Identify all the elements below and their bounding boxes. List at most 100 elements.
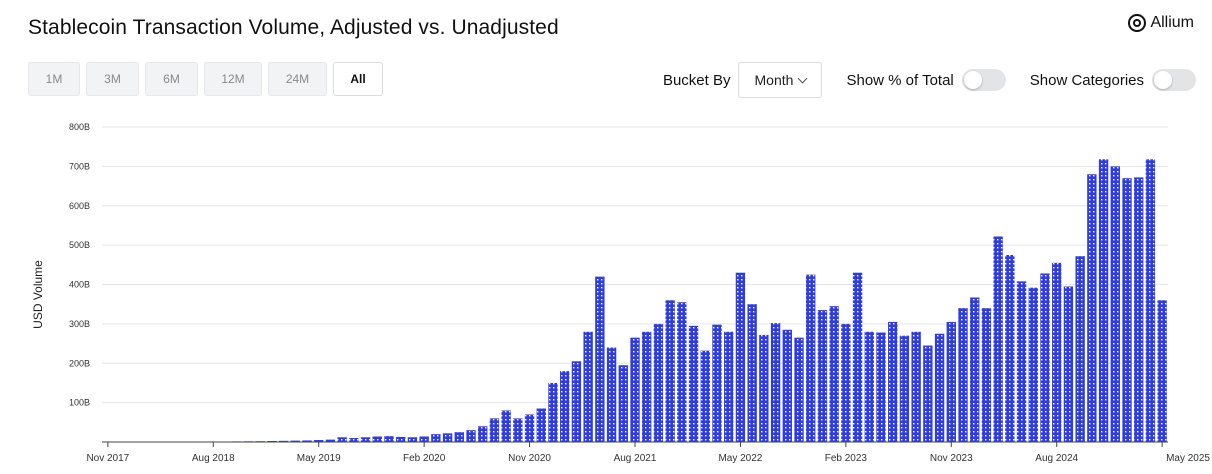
bar[interactable] [946, 321, 956, 442]
bar[interactable] [489, 418, 500, 443]
bar[interactable] [513, 418, 523, 443]
bar[interactable] [290, 440, 300, 442]
bar[interactable] [665, 300, 675, 442]
bar[interactable] [372, 436, 382, 442]
x-tick-label: Nov 2023 [930, 453, 973, 464]
grid-lines [102, 126, 1168, 404]
bar[interactable] [314, 440, 324, 442]
bar[interactable] [735, 272, 746, 442]
bar[interactable] [360, 437, 371, 442]
bar[interactable] [993, 236, 1003, 442]
chevron-down-icon [797, 73, 808, 83]
bar[interactable] [841, 323, 851, 443]
bar[interactable] [677, 302, 687, 442]
bar[interactable] [852, 272, 863, 442]
y-tick-label: 500B [69, 240, 90, 250]
bar[interactable] [923, 345, 933, 442]
bar[interactable] [466, 430, 476, 442]
bar[interactable] [478, 426, 488, 442]
range-button-3m[interactable]: 3M [86, 62, 139, 96]
bucket-select[interactable]: Month [738, 62, 823, 98]
bar[interactable] [548, 382, 558, 442]
bar[interactable] [806, 274, 816, 442]
bar[interactable] [630, 337, 640, 442]
bar[interactable] [595, 276, 605, 443]
range-button-all[interactable]: All [333, 62, 383, 96]
bar[interactable] [524, 414, 535, 442]
bar[interactable] [454, 432, 464, 442]
bar[interactable] [1087, 174, 1097, 442]
bar[interactable] [934, 333, 945, 442]
bar[interactable] [1040, 273, 1050, 442]
bar[interactable] [536, 408, 546, 442]
bar[interactable] [419, 436, 429, 442]
bar[interactable] [899, 335, 910, 442]
bar[interactable] [981, 308, 992, 443]
bucket-by-label: Bucket By [662, 71, 731, 89]
bar[interactable] [1063, 286, 1074, 442]
bar[interactable] [888, 321, 898, 442]
x-axis: Nov 2017 Aug 2018 May 2019 Feb 2020 Nov 2020… [86, 441, 1210, 464]
bar[interactable] [1145, 159, 1156, 442]
range-button-24m[interactable]: 24M [268, 62, 327, 96]
bar[interactable] [396, 436, 406, 442]
show-categories-toggle[interactable] [1152, 69, 1196, 91]
bar[interactable] [759, 334, 769, 442]
bar[interactable] [770, 323, 781, 442]
toggle-knob [1154, 71, 1172, 89]
bar[interactable] [606, 347, 617, 443]
bar[interactable] [817, 310, 828, 442]
bar[interactable] [829, 306, 839, 442]
show-percent-toggle[interactable] [961, 69, 1006, 91]
bar[interactable] [501, 410, 511, 443]
bar[interactable] [794, 337, 804, 442]
bar[interactable] [1122, 178, 1132, 442]
bar[interactable] [724, 331, 734, 442]
bar[interactable] [337, 437, 347, 442]
bar[interactable] [384, 436, 394, 442]
range-button-1m[interactable]: 1M [28, 62, 80, 96]
bar[interactable] [653, 323, 664, 443]
bar[interactable] [431, 434, 441, 443]
bar[interactable] [325, 439, 336, 442]
brand: Allium [1128, 14, 1194, 32]
bar[interactable] [302, 440, 312, 442]
bar[interactable] [442, 433, 453, 442]
range-button-6m[interactable]: 6M [145, 62, 198, 96]
y-axis-ticks: 100B 200B 300B 400B 500B 600B 700B 800B [69, 122, 90, 408]
bar[interactable] [688, 325, 699, 442]
range-button-12m[interactable]: 12M [204, 62, 262, 96]
bar[interactable] [864, 331, 874, 442]
bar[interactable] [1157, 300, 1167, 442]
allium-logo-icon [1128, 14, 1147, 32]
bar[interactable] [407, 437, 418, 442]
bar[interactable] [712, 324, 722, 442]
bar[interactable] [642, 331, 652, 442]
time-range-selector: 1M 3M 6M 12M 24M All [28, 62, 383, 96]
bar[interactable] [970, 297, 980, 442]
bar[interactable] [1098, 159, 1109, 442]
bar[interactable] [583, 331, 593, 442]
bar[interactable] [1052, 262, 1062, 442]
bar[interactable] [782, 329, 792, 442]
x-tick-label: May 2025 [1166, 453, 1210, 464]
bar[interactable] [1028, 287, 1038, 442]
bar[interactable] [618, 365, 628, 442]
bar[interactable] [747, 304, 757, 442]
bar[interactable] [700, 350, 710, 442]
bucket-select-value: Month [754, 72, 794, 88]
x-tick-label: May 2019 [297, 453, 341, 464]
bar[interactable] [958, 308, 968, 443]
bar[interactable] [278, 440, 289, 442]
bar[interactable] [911, 331, 921, 442]
bar[interactable] [560, 371, 570, 443]
bar[interactable] [1005, 254, 1015, 442]
bar[interactable] [1016, 281, 1027, 442]
bar[interactable] [1134, 177, 1144, 442]
bar[interactable] [1110, 166, 1120, 443]
bar[interactable] [1075, 256, 1085, 442]
bar[interactable] [349, 438, 359, 442]
bar[interactable] [876, 332, 886, 442]
y-axis-title: USD Volume [31, 260, 45, 329]
bar[interactable] [571, 361, 582, 442]
